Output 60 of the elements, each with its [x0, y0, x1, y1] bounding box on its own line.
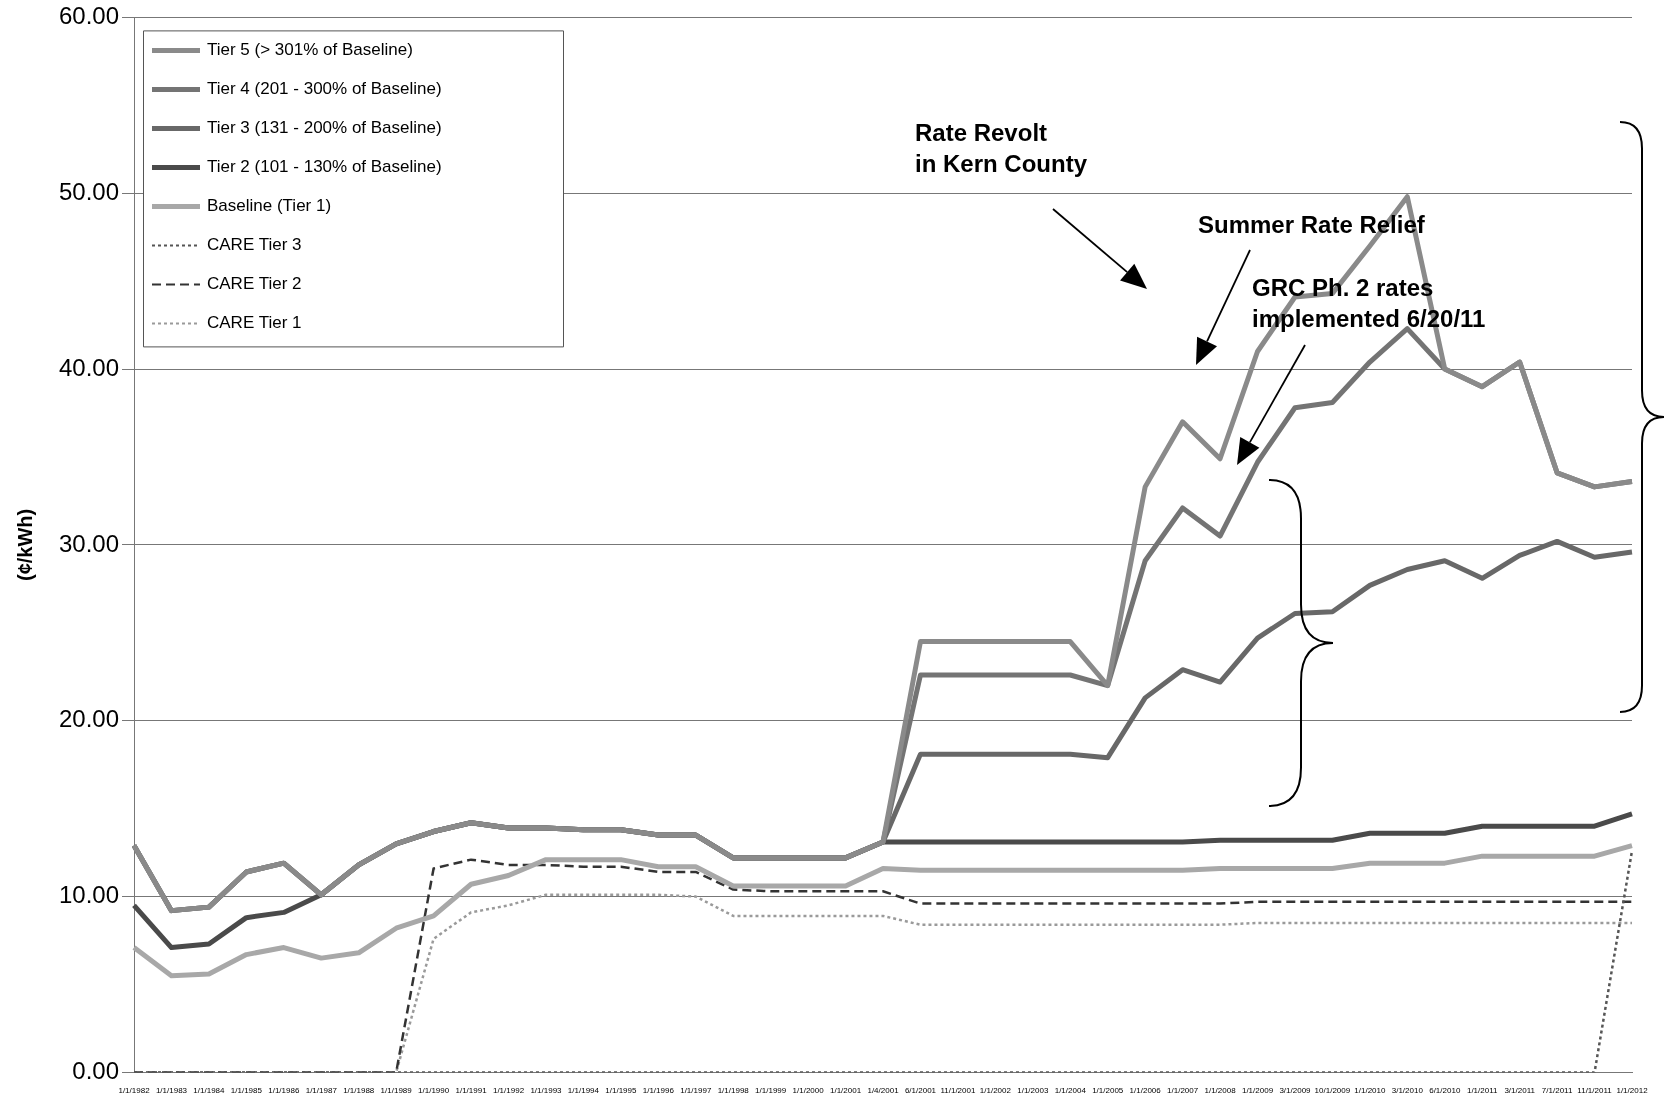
x-tick-label: 1/1/2008: [1204, 1086, 1237, 1096]
x-tick-label: 1/1/1998: [717, 1086, 750, 1096]
x-tick-label: 1/1/2007: [1167, 1086, 1199, 1096]
legend-label: CARE Tier 1: [207, 313, 302, 333]
x-tick-label: 1/1/1993: [530, 1086, 563, 1096]
x-tick-label: 1/1/1987: [305, 1086, 338, 1096]
legend-label: Tier 4 (201 - 300% of Baseline): [207, 79, 442, 99]
legend-label: Tier 5 (> 301% of Baseline): [207, 40, 413, 60]
x-tick-label: 1/1/1988: [343, 1086, 375, 1096]
x-tick-label: 1/1/2001: [829, 1086, 862, 1096]
legend-label: Baseline (Tier 1): [207, 196, 332, 216]
x-tick-label: 1/1/1995: [605, 1086, 637, 1096]
legend-label: Tier 3 (131 - 200% of Baseline): [207, 118, 442, 138]
x-tick-label: 1/1/1982: [118, 1086, 151, 1096]
x-tick-label: 6/1/2010: [1429, 1086, 1461, 1096]
x-tick-label: 1/1/1991: [455, 1086, 488, 1096]
legend-label: Tier 2 (101 - 130% of Baseline): [207, 157, 442, 177]
x-tick-label: 1/1/1984: [193, 1086, 226, 1096]
x-tick-label: 1/1/1994: [567, 1086, 600, 1096]
x-tick-label: 3/1/2010: [1391, 1086, 1424, 1096]
x-tick-label: 1/1/2003: [1017, 1086, 1049, 1096]
x-tick-label: 3/1/2009: [1279, 1086, 1312, 1096]
legend-label: CARE Tier 2: [207, 274, 302, 294]
y-tick-label: 40.00: [58, 353, 119, 381]
y-tick-label: 10.00: [58, 881, 119, 909]
y-tick-label: 30.00: [58, 529, 119, 557]
annotation: Rate Revolt in Kern County: [915, 118, 1087, 179]
annotation: GRC Ph. 2 rates implemented 6/20/11: [1252, 273, 1486, 334]
x-tick-label: 11/1/2001: [940, 1086, 976, 1096]
x-tick-label: 1/1/1983: [155, 1086, 188, 1096]
x-tick-label: 1/1/2011: [1466, 1086, 1499, 1096]
annotation: Summer Rate Relief: [1198, 210, 1425, 240]
x-tick-label: 1/1/2000: [792, 1086, 825, 1096]
x-tick-label: 1/1/1985: [230, 1086, 263, 1096]
y-tick-label: 20.00: [58, 705, 119, 733]
x-tick-label: 7/1/2011: [1541, 1086, 1573, 1096]
x-tick-label: 1/1/2009: [1241, 1086, 1274, 1096]
x-tick-label: 1/1/1990: [418, 1086, 450, 1096]
y-tick-label: 50.00: [58, 177, 119, 205]
x-tick-label: 1/1/2004: [1054, 1086, 1087, 1096]
x-tick-label: 1/1/2012: [1616, 1086, 1649, 1096]
x-tick-label: 1/1/1996: [642, 1086, 675, 1096]
x-tick-label: 6/1/2001: [904, 1086, 937, 1096]
y-tick-label: 60.00: [58, 2, 119, 30]
x-tick-label: 11/1/2011: [1577, 1086, 1613, 1096]
y-tick-label: 0.00: [72, 1057, 119, 1085]
x-tick-label: 1/1/1989: [380, 1086, 413, 1096]
legend-label: CARE Tier 3: [207, 235, 302, 255]
x-tick-label: 1/1/1992: [492, 1086, 525, 1096]
x-tick-label: 1/1/2002: [979, 1086, 1012, 1096]
x-tick-label: 1/1/1997: [680, 1086, 712, 1096]
x-tick-label: 1/1/2010: [1354, 1086, 1386, 1096]
x-tick-label: 1/1/1999: [755, 1086, 787, 1096]
x-tick-label: 3/1/2011: [1504, 1086, 1536, 1096]
y-axis-title: (¢/kWh): [13, 508, 36, 582]
x-tick-label: 1/1/2006: [1129, 1086, 1162, 1096]
x-tick-label: 10/1/2009: [1314, 1086, 1351, 1096]
x-tick-label: 1/4/2001: [867, 1086, 900, 1096]
x-tick-label: 1/1/2005: [1092, 1086, 1124, 1096]
x-tick-label: 1/1/1986: [268, 1086, 300, 1096]
